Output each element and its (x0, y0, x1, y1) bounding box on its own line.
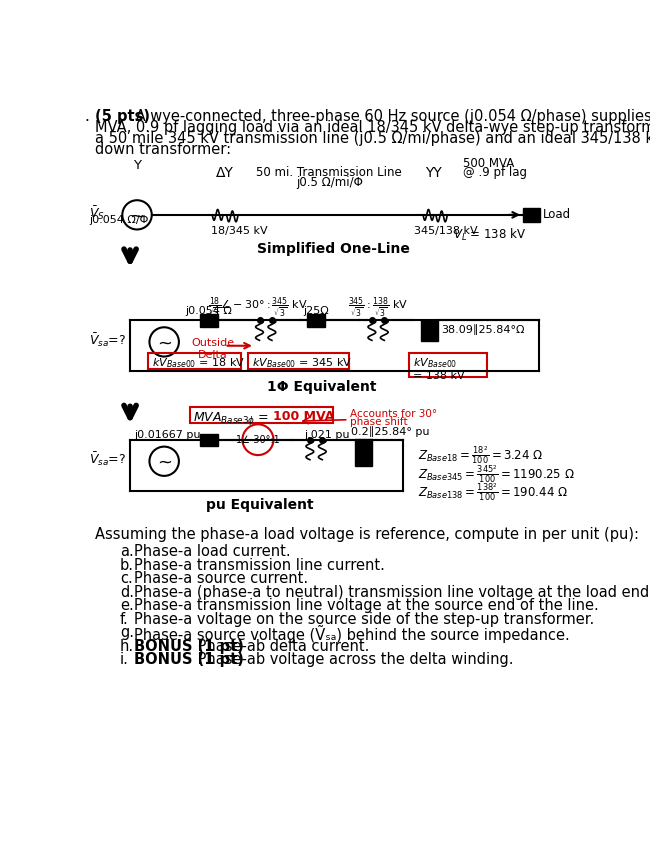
Text: $Z_{Base18} = \frac{18^2}{100} = 3.24\ \Omega$: $Z_{Base18} = \frac{18^2}{100} = 3.24\ \… (419, 445, 543, 466)
Text: Y: Y (133, 158, 141, 172)
Text: 1∠-30°:1: 1∠-30°:1 (235, 435, 280, 445)
Text: Phase-a voltage on the source side of the step-up transformer.: Phase-a voltage on the source side of th… (134, 611, 594, 627)
Bar (200, 433, 218, 445)
Text: A wye-connected, three-phase 60 Hz source (j0.054 Ω/phase) supplies a 138 kV, 50: A wye-connected, three-phase 60 Hz sourc… (131, 109, 650, 125)
Text: j0.054 Ω/Φ: j0.054 Ω/Φ (89, 215, 148, 224)
Text: $Z_{Base345} = \frac{345^2}{100} = 1190.25\ \Omega$: $Z_{Base345} = \frac{345^2}{100} = 1190.… (419, 463, 575, 485)
Text: 18/345 kV: 18/345 kV (211, 225, 267, 236)
Text: $\bar{V}_{sa}$=?: $\bar{V}_{sa}$=? (89, 331, 126, 349)
Text: @ .9 pf lag: @ .9 pf lag (463, 166, 527, 180)
Bar (421, 320, 437, 341)
Text: Phase-a (phase-a to neutral) transmission line voltage at the load end of the li: Phase-a (phase-a to neutral) transmissio… (134, 585, 650, 599)
Text: j.021 pu: j.021 pu (304, 431, 350, 440)
Text: $Z_{Base138} = \frac{138^2}{100} = 190.44\ \Omega$: $Z_{Base138} = \frac{138^2}{100} = 190.4… (419, 482, 568, 503)
Text: (5 pts): (5 pts) (95, 109, 150, 125)
Text: $kV_{Base00}$ = 18 kV: $kV_{Base00}$ = 18 kV (152, 356, 245, 370)
Bar (148, 353, 241, 369)
Text: 50 mi. Transmission Line: 50 mi. Transmission Line (256, 166, 402, 180)
Text: 100 MVA: 100 MVA (274, 410, 335, 423)
Text: ~: ~ (157, 335, 172, 353)
Text: 345/138 kV: 345/138 kV (415, 225, 478, 236)
Text: g.: g. (120, 625, 134, 640)
Text: Accounts for 30°: Accounts for 30° (350, 408, 437, 419)
Text: ΔY: ΔY (216, 166, 233, 181)
Text: h.: h. (120, 639, 134, 654)
Text: Assuming the phase-a load voltage is reference, compute in per unit (pu):: Assuming the phase-a load voltage is ref… (95, 527, 639, 543)
Text: j0.5 Ω/mi/Φ: j0.5 Ω/mi/Φ (296, 175, 363, 188)
Text: $kV_{Base00}$
= 138 kV: $kV_{Base00}$ = 138 kV (413, 356, 465, 381)
Text: 1Φ Equivalent: 1Φ Equivalent (266, 380, 376, 395)
Text: .: . (84, 109, 89, 125)
Text: BONUS (1 pt): BONUS (1 pt) (134, 652, 244, 667)
Text: Outside
Delta: Outside Delta (192, 338, 235, 359)
Text: Phase-ab voltage across the delta winding.: Phase-ab voltage across the delta windin… (192, 652, 513, 667)
Text: $\bar{V}_S$: $\bar{V}_S$ (89, 204, 105, 222)
Bar (307, 314, 326, 327)
Text: Phase-a load current.: Phase-a load current. (134, 544, 291, 559)
Text: ~: ~ (157, 454, 172, 472)
Text: Phase-a source voltage (Ṽₛₐ) behind the source impedance.: Phase-a source voltage (Ṽₛₐ) behind the … (134, 625, 569, 643)
Text: d.: d. (120, 585, 134, 599)
Text: $\frac{345}{\sqrt{3}}:\frac{138}{\sqrt{3}}$ kV: $\frac{345}{\sqrt{3}}:\frac{138}{\sqrt{3… (348, 296, 408, 321)
Text: 38.09∥25.84°Ω: 38.09∥25.84°Ω (441, 324, 525, 335)
Text: c.: c. (120, 571, 133, 587)
Text: MVA, 0.9 pf lagging load via an ideal 18/345 kV delta-wye step-up transformer in: MVA, 0.9 pf lagging load via an ideal 18… (95, 120, 650, 135)
Text: i.: i. (120, 652, 129, 667)
Bar (523, 208, 540, 222)
Text: pu Equivalent: pu Equivalent (205, 498, 313, 513)
Text: $MVA_{Base3\phi}$ =: $MVA_{Base3\phi}$ = (193, 410, 270, 427)
Bar (248, 353, 348, 369)
Text: Phase-a transmission line voltage at the source end of the line.: Phase-a transmission line voltage at the… (134, 599, 599, 613)
Text: Phase-a transmission line current.: Phase-a transmission line current. (134, 558, 385, 573)
Text: Load: Load (543, 208, 571, 221)
Text: phase shift: phase shift (350, 417, 408, 427)
Text: YY: YY (426, 166, 442, 181)
Text: j0.01667 pu: j0.01667 pu (134, 431, 200, 440)
Text: Phase-ab delta current.: Phase-ab delta current. (192, 639, 369, 654)
Text: down transformer:: down transformer: (95, 142, 231, 157)
Text: $kV_{Base00}$ = 345 kV: $kV_{Base00}$ = 345 kV (252, 356, 352, 370)
Text: $V_L$ = 138 kV: $V_L$ = 138 kV (453, 227, 526, 243)
Text: $\bar{V}_{sa}$=?: $\bar{V}_{sa}$=? (89, 451, 126, 468)
Text: e.: e. (120, 599, 134, 613)
Text: f.: f. (120, 611, 129, 627)
Text: 500 MVA: 500 MVA (463, 157, 515, 170)
Text: j0.054 Ω: j0.054 Ω (186, 306, 233, 316)
Text: 0.2∥25.84° pu: 0.2∥25.84° pu (351, 426, 430, 437)
Text: Simplified One-Line: Simplified One-Line (257, 242, 410, 255)
Text: a 50 mile 345 kV transmission line (j0.5 Ω/mi/phase) and an ideal 345/138 kV wye: a 50 mile 345 kV transmission line (j0.5… (95, 131, 650, 146)
Text: a.: a. (120, 544, 134, 559)
Bar (409, 353, 487, 377)
Text: ~: ~ (129, 207, 144, 225)
Bar (200, 314, 218, 327)
Bar (190, 408, 333, 423)
Bar (355, 439, 372, 466)
Text: BONUS (1 pt): BONUS (1 pt) (134, 639, 244, 654)
Text: b.: b. (120, 558, 134, 573)
Text: j25Ω: j25Ω (303, 306, 329, 316)
Text: Phase-a source current.: Phase-a source current. (134, 571, 308, 587)
Text: $\frac{18}{\sqrt{3}}\angle -30°:\frac{345}{\sqrt{3}}$ kV: $\frac{18}{\sqrt{3}}\angle -30°:\frac{34… (208, 296, 308, 321)
